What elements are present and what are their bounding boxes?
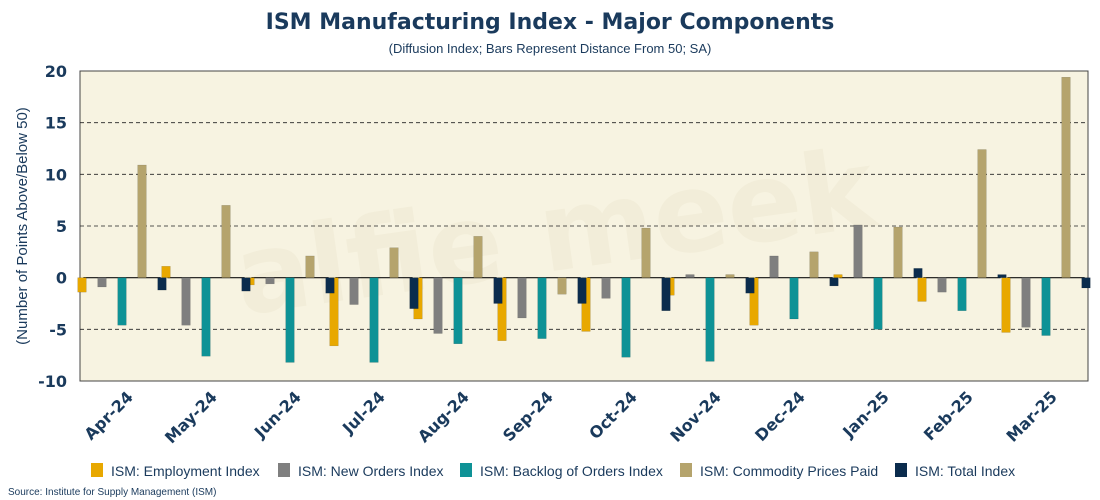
y-tick-label: 20 bbox=[45, 62, 67, 81]
y-tick-label: -5 bbox=[49, 320, 67, 339]
bar bbox=[917, 277, 927, 302]
y-tick-label: 10 bbox=[45, 165, 67, 184]
bar bbox=[221, 205, 231, 278]
bar bbox=[181, 277, 191, 326]
x-tick-label: Nov-24 bbox=[666, 387, 724, 445]
bar bbox=[493, 277, 503, 304]
bar bbox=[725, 274, 735, 278]
bar bbox=[241, 277, 251, 292]
legend: ISM: Employment Index ISM: New Orders Ind… bbox=[91, 463, 1015, 479]
bar bbox=[201, 277, 211, 357]
bar bbox=[285, 277, 295, 363]
bar bbox=[517, 277, 527, 319]
y-tick-label: 5 bbox=[56, 217, 67, 236]
legend-swatch bbox=[680, 463, 692, 477]
source-note: Source: Institute for Supply Management … bbox=[8, 487, 216, 498]
bar bbox=[685, 274, 695, 278]
bar bbox=[829, 277, 839, 287]
x-tick-label: Aug-24 bbox=[414, 387, 473, 446]
legend-swatch bbox=[91, 463, 103, 477]
bar bbox=[705, 277, 715, 362]
bar bbox=[349, 277, 359, 305]
x-tick-label: Mar-25 bbox=[1002, 387, 1060, 445]
bar bbox=[661, 277, 671, 311]
bar bbox=[853, 224, 863, 278]
chart-title: ISM Manufacturing Index - Major Componen… bbox=[266, 10, 835, 35]
legend-swatch bbox=[278, 463, 290, 477]
bar bbox=[913, 268, 923, 278]
x-tick-label: Jun-24 bbox=[250, 387, 305, 442]
bar bbox=[769, 255, 779, 278]
x-tick-label: Oct-24 bbox=[585, 387, 641, 443]
bar bbox=[1061, 76, 1071, 278]
bar bbox=[409, 277, 419, 309]
legend-label: ISM: Backlog of Orders Index bbox=[480, 463, 663, 479]
bar bbox=[537, 277, 547, 339]
bar bbox=[305, 255, 315, 278]
bar bbox=[577, 277, 587, 304]
bar bbox=[957, 277, 967, 311]
bar bbox=[937, 277, 947, 293]
bar bbox=[893, 226, 903, 278]
y-tick-label: 15 bbox=[45, 114, 67, 133]
bar bbox=[1081, 277, 1091, 289]
bar bbox=[601, 277, 611, 299]
bar bbox=[557, 277, 567, 295]
bar bbox=[1041, 277, 1051, 336]
bar bbox=[833, 274, 843, 278]
bar bbox=[325, 277, 335, 294]
bar bbox=[1021, 277, 1031, 328]
bar bbox=[369, 277, 379, 363]
bar bbox=[137, 164, 147, 278]
x-axis-ticks: Apr-24 May-24 Jun-24 Jul-24 Aug-24 Sep-24 Oct-… bbox=[81, 387, 1061, 447]
legend-swatch bbox=[460, 463, 472, 477]
bar bbox=[873, 277, 883, 330]
bar bbox=[161, 266, 171, 278]
x-tick-label: Dec-24 bbox=[751, 387, 809, 445]
bar bbox=[453, 277, 463, 344]
bar bbox=[97, 277, 107, 288]
x-tick-label: Sep-24 bbox=[499, 387, 557, 445]
bar bbox=[745, 277, 755, 294]
x-tick-label: Feb-25 bbox=[920, 387, 977, 444]
bars bbox=[77, 76, 1091, 363]
bar bbox=[389, 247, 399, 278]
bar bbox=[1001, 277, 1011, 333]
bar bbox=[157, 277, 167, 291]
bar bbox=[473, 236, 483, 278]
bar bbox=[265, 277, 275, 285]
bar bbox=[809, 251, 819, 278]
bar bbox=[977, 149, 987, 278]
legend-label: ISM: Commodity Prices Paid bbox=[700, 463, 878, 479]
x-tick-label: Apr-24 bbox=[81, 387, 137, 443]
x-tick-label: Jan-25 bbox=[838, 387, 892, 441]
y-tick-label: -10 bbox=[38, 372, 67, 391]
bar bbox=[641, 227, 651, 278]
bar bbox=[77, 277, 87, 293]
legend-label: ISM: Employment Index bbox=[111, 463, 260, 479]
y-axis-ticks: -10 -5 0 5 10 15 20 bbox=[38, 62, 67, 391]
legend-label: ISM: Total Index bbox=[915, 463, 1015, 479]
bar bbox=[789, 277, 799, 320]
chart-subtitle: (Diffusion Index; Bars Represent Distanc… bbox=[389, 41, 712, 56]
y-tick-label: 0 bbox=[56, 269, 67, 288]
bar bbox=[621, 277, 631, 358]
legend-swatch bbox=[895, 463, 907, 477]
x-tick-label: Jul-24 bbox=[338, 387, 389, 438]
x-tick-label: May-24 bbox=[161, 387, 221, 447]
bar bbox=[997, 274, 1007, 278]
legend-label: ISM: New Orders Index bbox=[298, 463, 444, 479]
bar bbox=[117, 277, 127, 326]
y-axis-label: (Number of Points Above/Below 50) bbox=[14, 107, 31, 345]
bar bbox=[433, 277, 443, 334]
